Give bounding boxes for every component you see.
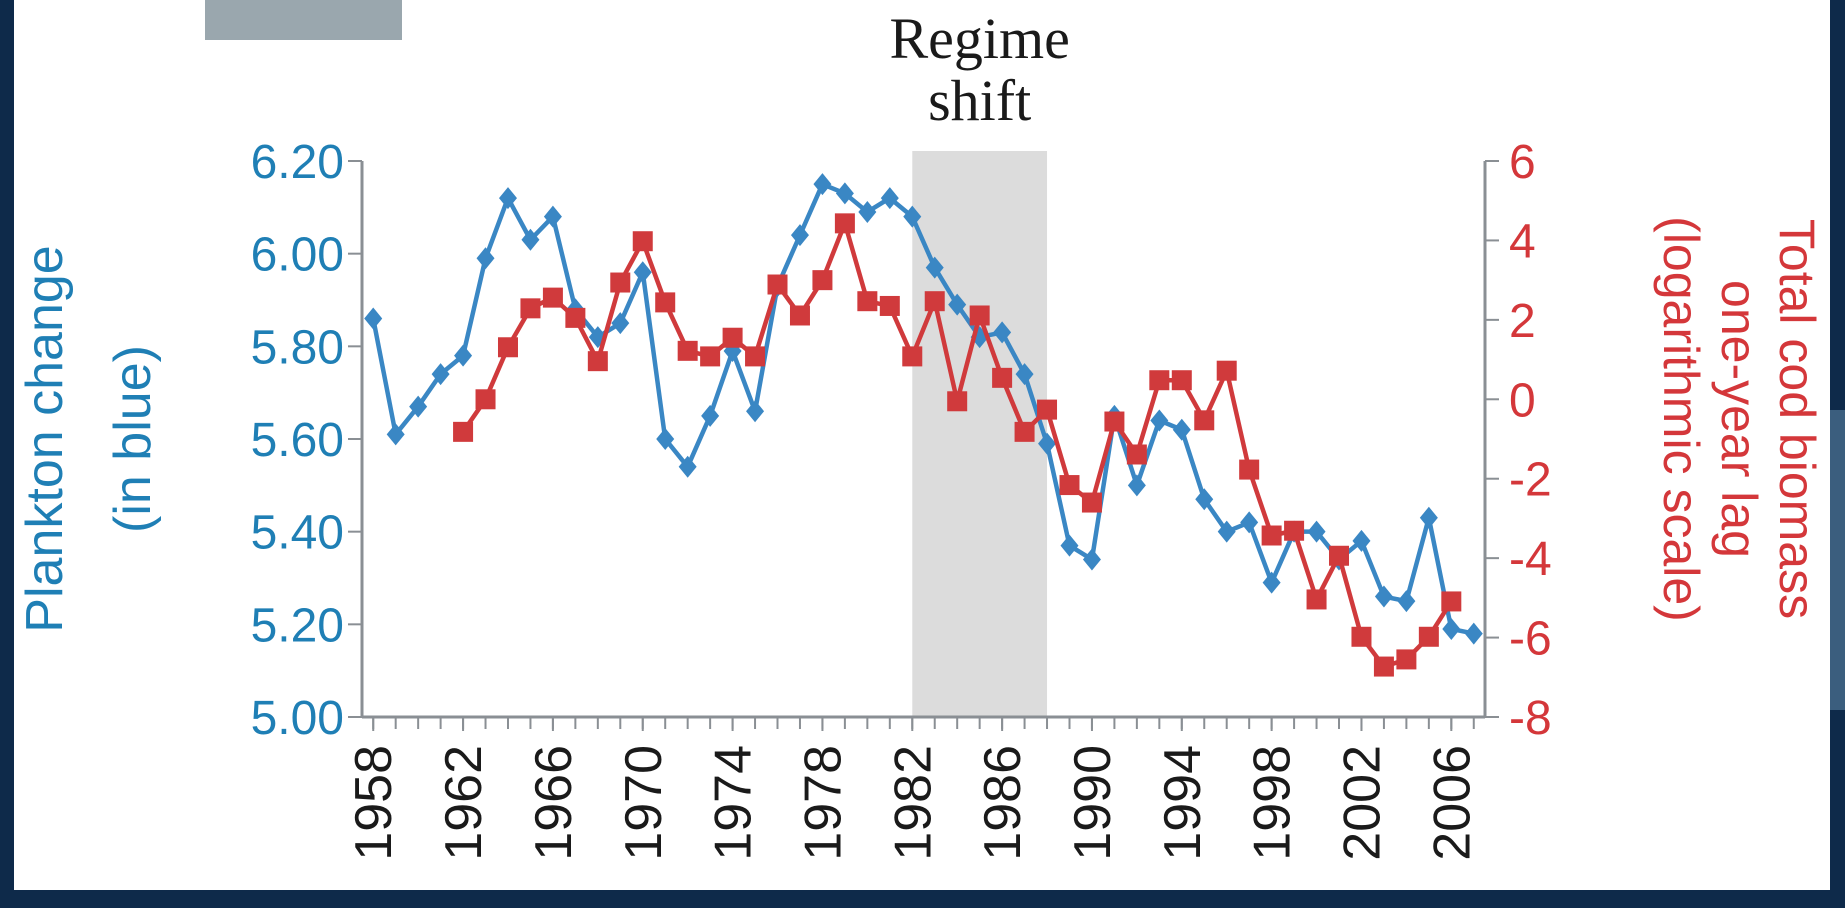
chart-title: shift	[928, 68, 1031, 133]
data-point	[610, 273, 630, 293]
data-point	[1262, 526, 1282, 546]
y2-tick-label: 2	[1509, 295, 1536, 348]
x-tick-label: 1998	[1244, 745, 1302, 861]
data-point	[1441, 591, 1461, 611]
data-point	[476, 389, 496, 409]
page: {"chart_data": { "type": "line", "title_…	[0, 0, 1845, 908]
x-tick-label: 1966	[525, 745, 583, 861]
x-tick-label: 1962	[435, 745, 493, 861]
x-tick-label: 1970	[615, 745, 673, 861]
data-point	[1059, 475, 1079, 495]
data-point	[678, 341, 698, 361]
data-point	[655, 292, 675, 312]
data-point	[835, 213, 855, 233]
y-axis-title: Plankton change	[16, 245, 74, 632]
x-tick-label: 1994	[1154, 745, 1212, 861]
data-point	[1396, 649, 1416, 669]
data-point	[880, 296, 900, 316]
data-point	[1307, 589, 1327, 609]
data-point	[1284, 521, 1304, 541]
x-tick-label: 1974	[705, 745, 763, 861]
y-axis-title: (in blue)	[104, 345, 162, 533]
data-point	[790, 305, 810, 325]
data-point	[588, 351, 608, 371]
y-tick-label: 5.80	[251, 321, 344, 374]
data-point	[1217, 361, 1237, 381]
x-tick-label: 1986	[974, 745, 1032, 861]
y2-tick-label: -4	[1509, 533, 1552, 586]
y2-axis-title: (logarithmic scale)	[1653, 216, 1709, 622]
x-tick-label: 1978	[794, 745, 852, 861]
data-point	[768, 275, 788, 295]
y-tick-label: 6.20	[251, 136, 344, 189]
y2-tick-label: 4	[1509, 215, 1536, 268]
photo-fragment	[1830, 410, 1845, 710]
data-point	[902, 346, 922, 366]
data-point	[1172, 370, 1192, 390]
data-point	[1037, 400, 1057, 420]
y2-tick-label: -8	[1509, 692, 1552, 745]
x-tick-label: 2006	[1423, 745, 1481, 861]
chart: Regimeshift 1958 1962 1966 1970 1974 1978 1982 1…	[0, 0, 1845, 908]
y2-tick-label: -6	[1509, 613, 1552, 666]
y-tick-label: 5.40	[251, 507, 344, 560]
data-point	[857, 291, 877, 311]
data-point	[1329, 546, 1349, 566]
y2-tick-label: 6	[1509, 136, 1536, 189]
y-tick-label: 5.60	[251, 414, 344, 467]
y2-tick-label: 0	[1509, 374, 1536, 427]
data-point	[700, 346, 720, 366]
data-point	[1015, 422, 1035, 442]
data-point	[1127, 444, 1147, 464]
y-tick-label: 6.00	[251, 229, 344, 282]
data-point	[1239, 460, 1259, 480]
x-tick-label: 1958	[345, 745, 403, 861]
data-point	[1351, 627, 1371, 647]
data-point	[1104, 412, 1124, 432]
data-point	[1194, 410, 1214, 430]
data-point	[992, 368, 1012, 388]
data-point	[1374, 657, 1394, 677]
data-point	[745, 346, 765, 366]
data-point	[1149, 370, 1169, 390]
data-point	[565, 308, 585, 328]
data-point	[1419, 627, 1439, 647]
y2-tick-label: -2	[1509, 454, 1552, 507]
chart-title: Regime	[889, 6, 1069, 71]
x-tick-label: 2002	[1333, 745, 1391, 861]
data-point	[925, 291, 945, 311]
data-point	[520, 298, 540, 318]
data-point	[633, 231, 653, 251]
data-point	[970, 305, 990, 325]
photo-fragment	[205, 0, 402, 40]
y-tick-label: 5.00	[251, 692, 344, 745]
data-point	[543, 288, 563, 308]
data-point	[1082, 493, 1102, 513]
y2-axis-title: one-year lag	[1711, 280, 1767, 558]
x-tick-label: 1990	[1064, 745, 1122, 861]
y2-axis-title: Total cod biomass	[1769, 219, 1825, 619]
data-point	[812, 270, 832, 290]
x-tick-label: 1982	[884, 745, 942, 861]
data-point	[498, 337, 518, 357]
data-point	[947, 391, 967, 411]
data-point	[723, 328, 743, 348]
data-point	[453, 422, 473, 442]
y-tick-label: 5.20	[251, 599, 344, 652]
